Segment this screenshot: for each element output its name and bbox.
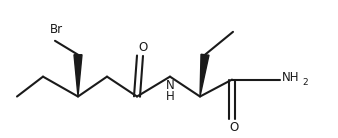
Text: N: N	[166, 79, 174, 92]
Text: O: O	[138, 41, 148, 54]
Text: Br: Br	[50, 23, 63, 36]
Text: H: H	[166, 90, 174, 103]
Polygon shape	[74, 55, 82, 96]
Text: O: O	[230, 121, 239, 134]
Text: NH: NH	[282, 71, 299, 84]
Polygon shape	[200, 54, 209, 96]
Text: 2: 2	[302, 78, 308, 87]
